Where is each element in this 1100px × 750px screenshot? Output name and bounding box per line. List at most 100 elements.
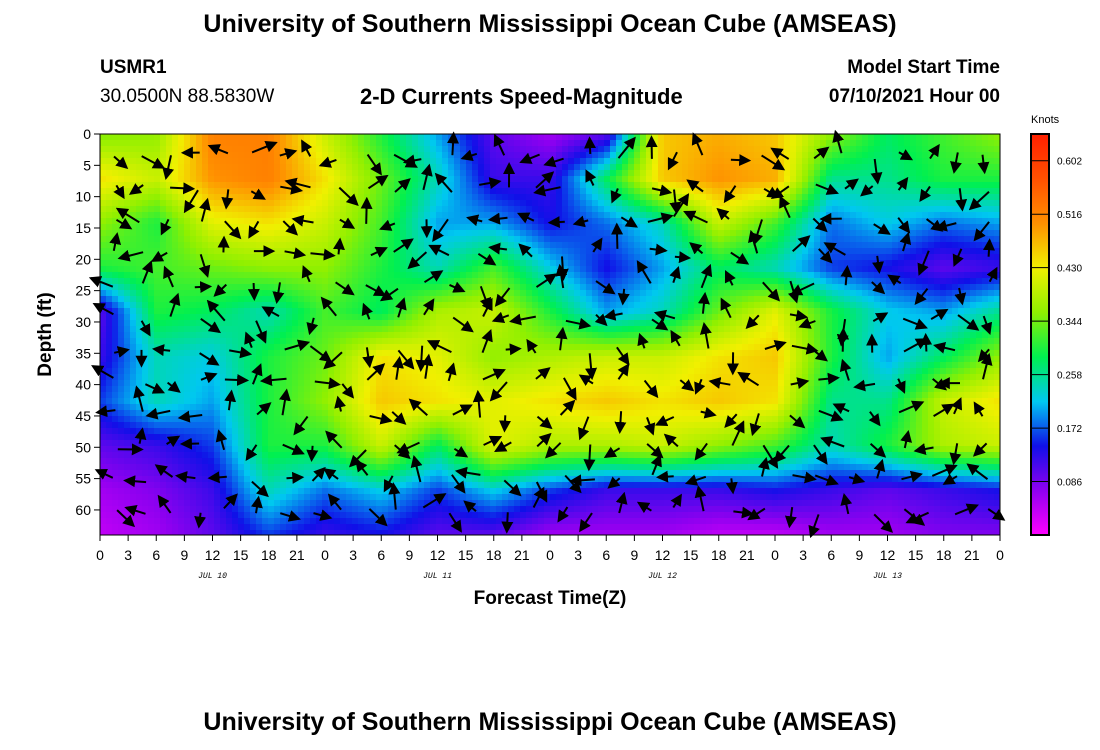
heatmap-cell <box>730 194 737 201</box>
heatmap-cell <box>562 188 569 195</box>
heatmap-cell <box>436 290 443 297</box>
heatmap-cell <box>322 272 329 279</box>
heatmap-cell <box>478 134 485 141</box>
heatmap-cell <box>364 230 371 237</box>
heatmap-cell <box>298 308 305 315</box>
heatmap-cell <box>622 284 629 291</box>
heatmap-cell <box>148 182 155 189</box>
heatmap-cell <box>220 212 227 219</box>
heatmap-cell <box>346 302 353 309</box>
heatmap-cell <box>586 290 593 297</box>
heatmap-cell <box>814 284 821 291</box>
heatmap-cell <box>502 182 509 189</box>
heatmap-cell <box>694 152 701 159</box>
heatmap-cell <box>814 200 821 207</box>
heatmap-cell <box>484 242 491 249</box>
heatmap-cell <box>670 290 677 297</box>
heatmap-cell <box>514 278 521 285</box>
heatmap-cell <box>382 158 389 165</box>
heatmap-cell <box>862 146 869 153</box>
heatmap-cell <box>934 230 941 237</box>
heatmap-cell <box>172 260 179 267</box>
heatmap-cell <box>526 296 533 303</box>
heatmap-cell <box>916 194 923 201</box>
heatmap-cell <box>310 182 317 189</box>
heatmap-cell <box>526 266 533 273</box>
heatmap-cell <box>706 206 713 213</box>
heatmap-cell <box>718 200 725 207</box>
heatmap-cell <box>910 236 917 243</box>
heatmap-cell <box>682 170 689 177</box>
heatmap-cell <box>232 278 239 285</box>
heatmap-cell <box>220 260 227 267</box>
heatmap-cell <box>556 236 563 243</box>
heatmap-cell <box>154 302 161 309</box>
heatmap-cell <box>478 152 485 159</box>
heatmap-cell <box>370 260 377 267</box>
heatmap-cell <box>316 224 323 231</box>
heatmap-cell <box>544 188 551 195</box>
heatmap-cell <box>166 290 173 297</box>
heatmap-cell <box>748 200 755 207</box>
heatmap-cell <box>688 320 695 327</box>
heatmap-cell <box>568 230 575 237</box>
heatmap-cell <box>670 140 677 147</box>
heatmap-cell <box>418 146 425 153</box>
heatmap-cell <box>994 242 1001 249</box>
heatmap-cell <box>274 272 281 279</box>
heatmap-cell <box>952 152 959 159</box>
heatmap-cell <box>868 176 875 183</box>
heatmap-cell <box>802 140 809 147</box>
heatmap-cell <box>916 254 923 261</box>
heatmap-cell <box>706 230 713 237</box>
heatmap-cell <box>388 254 395 261</box>
heatmap-cell <box>892 146 899 153</box>
heatmap-cell <box>574 284 581 291</box>
heatmap-cell <box>118 236 125 243</box>
heatmap-cell <box>640 248 647 255</box>
heatmap-cell <box>610 236 617 243</box>
heatmap-cell <box>508 296 515 303</box>
heatmap-cell <box>970 296 977 303</box>
heatmap-cell <box>868 140 875 147</box>
heatmap-cell <box>202 236 209 243</box>
heatmap-cell <box>388 284 395 291</box>
heatmap-cell <box>316 272 323 279</box>
heatmap-cell <box>556 260 563 267</box>
heatmap-cell <box>916 242 923 249</box>
heatmap-cell <box>844 188 851 195</box>
heatmap-cell <box>988 218 995 225</box>
heatmap-cell <box>568 254 575 261</box>
heatmap-cell <box>904 260 911 267</box>
heatmap-cell <box>808 206 815 213</box>
heatmap-cell <box>568 200 575 207</box>
heatmap-cell <box>562 164 569 171</box>
heatmap-cell <box>916 302 923 309</box>
heatmap-cell <box>442 152 449 159</box>
heatmap-cell <box>736 278 743 285</box>
heatmap-cell <box>682 296 689 303</box>
heatmap-cell <box>640 290 647 297</box>
heatmap-cell <box>346 164 353 171</box>
heatmap-cell <box>538 278 545 285</box>
heatmap-cell <box>142 146 149 153</box>
heatmap-cell <box>694 296 701 303</box>
heatmap-cell <box>322 200 329 207</box>
heatmap-cell <box>430 320 437 327</box>
heatmap-cell <box>766 182 773 189</box>
heatmap-cell <box>376 308 383 315</box>
heatmap-cell <box>118 266 125 273</box>
heatmap-cell <box>352 326 359 333</box>
heatmap-cell <box>808 182 815 189</box>
heatmap-cell <box>238 194 245 201</box>
heatmap-cell <box>862 302 869 309</box>
heatmap-cell <box>202 152 209 159</box>
heatmap-cell <box>178 224 185 231</box>
heatmap-cell <box>478 176 485 183</box>
heatmap-cell <box>970 182 977 189</box>
heatmap-cell <box>328 176 335 183</box>
heatmap-cell <box>958 146 965 153</box>
heatmap-cell <box>634 182 641 189</box>
heatmap-cell <box>880 164 887 171</box>
heatmap-cell <box>454 134 461 141</box>
